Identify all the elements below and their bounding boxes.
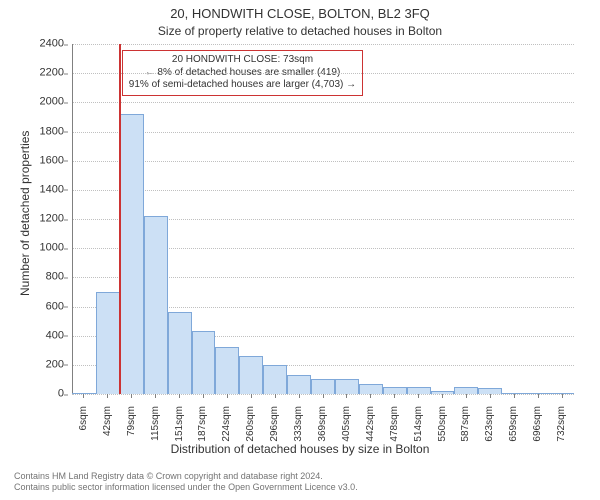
x-tick-label: 79sqm [127, 406, 137, 436]
x-tick-mark [562, 394, 563, 398]
plot-area: 20 HONDWITH CLOSE: 73sqm ← 8% of detache… [72, 44, 574, 394]
y-tick-label: 400 [0, 330, 64, 341]
x-tick-label: 260sqm [246, 406, 256, 442]
histogram-bar [287, 375, 311, 394]
x-tick-label: 478sqm [390, 406, 400, 442]
x-tick-label: 296sqm [270, 406, 280, 442]
x-tick-mark [418, 394, 419, 398]
credits: Contains HM Land Registry data © Crown c… [14, 471, 358, 494]
histogram-bar [96, 292, 120, 394]
histogram-bar [311, 379, 335, 394]
x-tick-mark [275, 394, 276, 398]
x-tick-label: 623sqm [485, 406, 495, 442]
x-tick-mark [466, 394, 467, 398]
x-tick-mark [323, 394, 324, 398]
y-tick-label: 2400 [0, 39, 64, 50]
x-tick-mark [346, 394, 347, 398]
callout-line-3: 91% of semi-detached houses are larger (… [129, 79, 356, 92]
credits-line-2: Contains public sector information licen… [14, 482, 358, 494]
histogram-bar [215, 347, 239, 394]
y-tick-label: 2000 [0, 97, 64, 108]
y-tick-label: 2200 [0, 68, 64, 79]
x-tick-label: 696sqm [533, 406, 543, 442]
x-tick-mark [227, 394, 228, 398]
x-tick-label: 151sqm [175, 406, 185, 442]
y-tick-label: 200 [0, 359, 64, 370]
x-tick-mark [514, 394, 515, 398]
y-tick-label: 1000 [0, 243, 64, 254]
x-tick-mark [299, 394, 300, 398]
x-tick-label: 42sqm [103, 406, 113, 436]
x-tick-mark [251, 394, 252, 398]
histogram-bar [144, 216, 168, 394]
histogram-bar [168, 312, 192, 394]
x-tick-label: 369sqm [318, 406, 328, 442]
chart-title-sub: Size of property relative to detached ho… [0, 24, 600, 38]
callout-line-1: 20 HONDWITH CLOSE: 73sqm [129, 54, 356, 67]
histogram-bar [192, 331, 216, 394]
gridline [72, 190, 574, 192]
x-tick-mark [155, 394, 156, 398]
x-tick-mark [131, 394, 132, 398]
x-tick-mark [394, 394, 395, 398]
chart-title-main: 20, HONDWITH CLOSE, BOLTON, BL2 3FQ [0, 6, 600, 21]
y-tick-label: 1200 [0, 214, 64, 225]
histogram-bar [263, 365, 287, 394]
x-tick-label: 115sqm [151, 406, 161, 441]
gridline [72, 44, 574, 46]
x-tick-label: 587sqm [461, 406, 471, 442]
x-tick-label: 659sqm [509, 406, 519, 442]
credits-line-1: Contains HM Land Registry data © Crown c… [14, 471, 358, 483]
y-tick-label: 1600 [0, 155, 64, 166]
x-tick-mark [370, 394, 371, 398]
x-tick-mark [538, 394, 539, 398]
histogram-bar [407, 387, 431, 394]
y-tick-label: 600 [0, 301, 64, 312]
x-axis-label: Distribution of detached houses by size … [0, 442, 600, 456]
x-tick-label: 6sqm [79, 406, 89, 430]
gridline [72, 73, 574, 75]
x-tick-mark [107, 394, 108, 398]
x-tick-label: 224sqm [222, 406, 232, 442]
x-tick-mark [490, 394, 491, 398]
x-tick-label: 514sqm [414, 406, 424, 442]
histogram-bar [239, 356, 263, 394]
x-tick-label: 442sqm [366, 406, 376, 442]
x-tick-label: 333sqm [294, 406, 304, 442]
x-tick-mark [203, 394, 204, 398]
gridline [72, 161, 574, 163]
reference-marker [119, 44, 121, 394]
x-tick-mark [83, 394, 84, 398]
x-tick-label: 732sqm [557, 406, 567, 442]
gridline [72, 102, 574, 104]
y-tick-label: 1800 [0, 126, 64, 137]
y-tick-label: 0 [0, 389, 64, 400]
y-axis-line [72, 44, 73, 394]
x-tick-label: 187sqm [198, 406, 208, 442]
x-tick-label: 550sqm [438, 406, 448, 442]
histogram-bar [383, 387, 407, 394]
histogram-bar [120, 114, 144, 394]
histogram-bar [359, 384, 383, 394]
histogram-bar [454, 387, 478, 394]
x-tick-label: 405sqm [342, 406, 352, 442]
gridline [72, 132, 574, 134]
histogram-bar [335, 379, 359, 394]
chart-container: 20, HONDWITH CLOSE, BOLTON, BL2 3FQ Size… [0, 0, 600, 500]
y-tick-label: 800 [0, 272, 64, 283]
y-tick-label: 1400 [0, 184, 64, 195]
x-tick-mark [442, 394, 443, 398]
x-tick-mark [179, 394, 180, 398]
